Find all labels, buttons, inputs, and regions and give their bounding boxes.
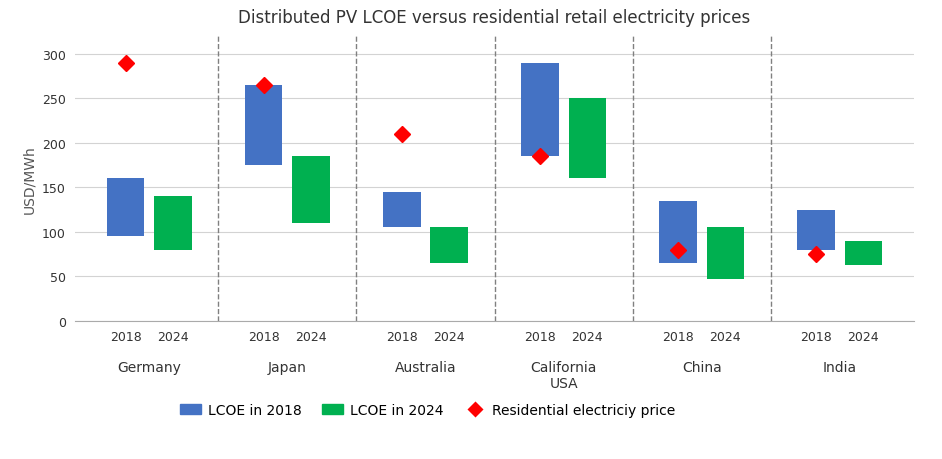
Y-axis label: USD/MWh: USD/MWh <box>23 145 36 213</box>
Legend: LCOE in 2018, LCOE in 2024, Residential electriciy price: LCOE in 2018, LCOE in 2024, Residential … <box>174 397 681 423</box>
Bar <box>797 210 835 250</box>
Bar <box>659 201 697 263</box>
Text: Germany: Germany <box>118 360 181 374</box>
Text: India: India <box>822 360 857 374</box>
Text: China: China <box>682 360 722 374</box>
Bar <box>245 86 283 166</box>
Text: Australia: Australia <box>395 360 456 374</box>
Bar <box>154 197 192 250</box>
Bar <box>569 99 606 179</box>
Bar <box>430 228 468 263</box>
Text: Japan: Japan <box>268 360 307 374</box>
Bar <box>292 157 330 224</box>
Bar <box>521 63 559 157</box>
Bar <box>383 192 420 228</box>
Text: California
USA: California USA <box>530 360 597 390</box>
Bar <box>107 179 144 237</box>
Title: Distributed PV LCOE versus residential retail electricity prices: Distributed PV LCOE versus residential r… <box>238 9 751 27</box>
Bar <box>706 228 744 280</box>
Bar <box>845 241 882 265</box>
